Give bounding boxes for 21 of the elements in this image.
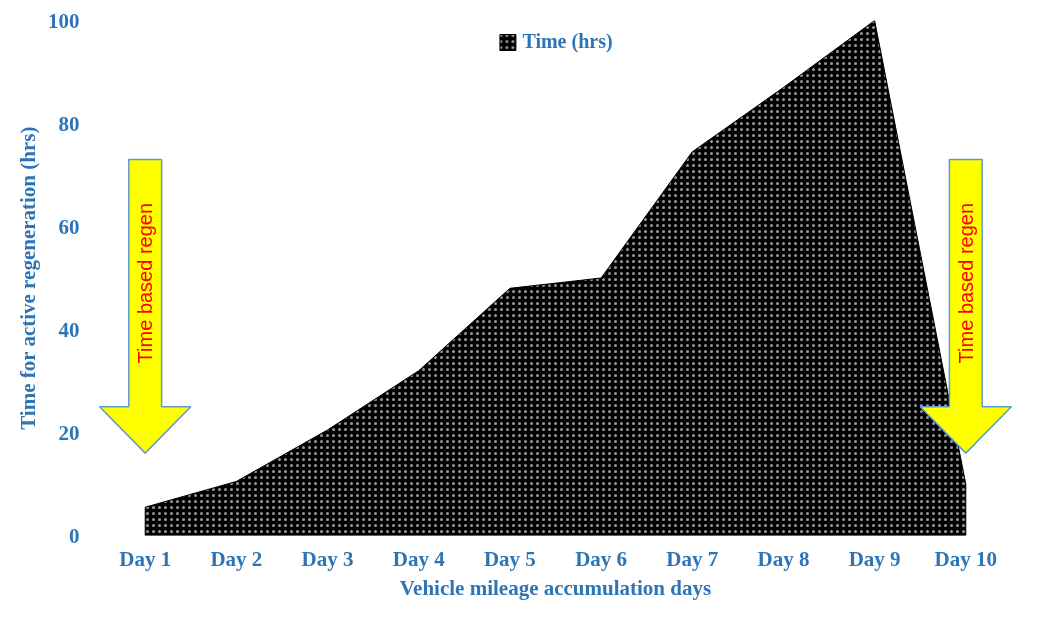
x-tick-label: Day 7	[666, 546, 719, 571]
annotation: Time based regen	[954, 202, 977, 364]
x-tick-label: Day 10	[934, 546, 998, 571]
x-tick-label: Day 2	[210, 546, 263, 571]
legend-label: Time (hrs)	[522, 30, 613, 53]
y-tick-label: 80	[58, 111, 80, 136]
x-tick-label: Day 9	[848, 546, 901, 571]
y-tick-label: 20	[58, 420, 80, 445]
x-tick-label: Day 5	[483, 546, 536, 571]
y-axis-title: Time for active regeneration (hrs)	[16, 126, 40, 430]
x-tick-label: Day 4	[392, 546, 446, 571]
x-tick-label: Day 6	[575, 546, 628, 571]
x-tick-label: Day 8	[757, 546, 810, 571]
x-tick-label: Day 1	[119, 546, 172, 571]
x-axis-title: Vehicle mileage accumulation days	[399, 575, 712, 600]
y-tick-label: 100	[48, 8, 80, 33]
annotation: Time based regen	[134, 202, 157, 364]
y-tick-label: 60	[58, 214, 80, 239]
y-tick-label: 40	[58, 317, 80, 342]
y-tick-label: 0	[69, 523, 80, 548]
x-tick-label: Day 3	[301, 546, 354, 571]
